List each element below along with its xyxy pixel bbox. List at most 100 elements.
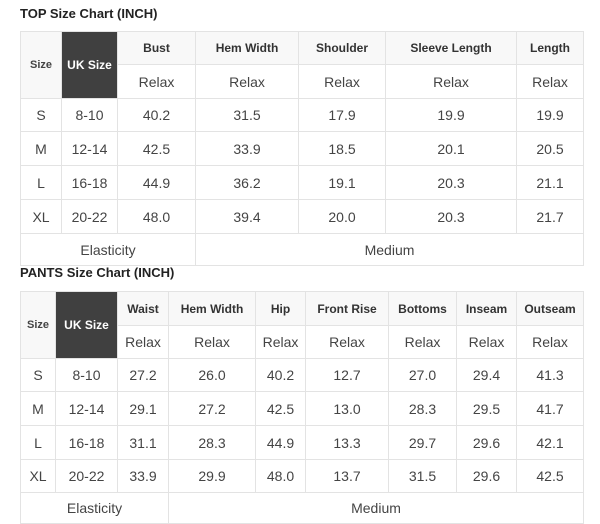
value-cell: 29.7	[388, 425, 457, 460]
table-row: S 8-10 27.2 26.0 40.2 12.7 27.0 29.4 41.3	[20, 358, 584, 392]
value-cell: 28.3	[168, 425, 256, 460]
value-cell: 44.9	[255, 425, 306, 460]
top-size-table: Size UK Size Bust Hem Width Shoulder Sleeve L…	[20, 31, 584, 266]
column-header: Front Rise	[305, 291, 389, 326]
fit-cell: Relax	[117, 64, 196, 99]
value-cell: 18.5	[298, 131, 386, 166]
uk-size-cell: 8-10	[61, 98, 118, 132]
table-row: XL 20-22 33.9 29.9 48.0 13.7 31.5 29.6 42.5	[20, 459, 584, 493]
fit-cell: Relax	[298, 64, 386, 99]
uk-size-cell: 12-14	[55, 391, 118, 426]
uk-size-cell: 20-22	[61, 199, 118, 234]
value-cell: 13.0	[305, 391, 389, 426]
column-header: Hip	[255, 291, 306, 326]
column-header: Hem Width	[168, 291, 256, 326]
value-cell: 19.9	[385, 98, 517, 132]
table-row: S 8-10 40.2 31.5 17.9 19.9 19.9	[20, 98, 584, 132]
fit-row: Relax Relax Relax Relax Relax	[21, 64, 584, 99]
value-cell: 42.1	[516, 425, 584, 460]
value-cell: 27.0	[388, 358, 457, 392]
value-cell: 41.7	[516, 391, 584, 426]
fit-row: Relax Relax Relax Relax Relax Relax Relax	[21, 325, 584, 359]
uk-size-cell: 12-14	[61, 131, 118, 166]
value-cell: 31.5	[195, 98, 299, 132]
size-cell: XL	[20, 459, 56, 493]
value-cell: 20.1	[385, 131, 517, 166]
value-cell: 19.9	[516, 98, 584, 132]
uk-size-cell: 16-18	[55, 425, 118, 460]
size-cell: M	[20, 131, 62, 166]
value-cell: 42.5	[255, 391, 306, 426]
fit-cell: Relax	[168, 325, 256, 359]
elasticity-row: Elasticity Medium	[20, 492, 584, 524]
uk-size-cell: 20-22	[55, 459, 118, 493]
value-cell: 29.1	[117, 391, 169, 426]
size-cell: S	[20, 98, 62, 132]
value-cell: 40.2	[117, 98, 196, 132]
column-header: Shoulder	[298, 31, 386, 65]
uk-size-header: UK Size	[61, 31, 118, 99]
column-header: Sleeve Length	[385, 31, 517, 65]
size-cell: XL	[20, 199, 62, 234]
column-header: Length	[516, 31, 584, 65]
value-cell: 44.9	[117, 165, 196, 200]
value-cell: 20.3	[385, 165, 517, 200]
value-cell: 21.7	[516, 199, 584, 234]
value-cell: 20.3	[385, 199, 517, 234]
value-cell: 33.9	[117, 459, 169, 493]
value-cell: 41.3	[516, 358, 584, 392]
value-cell: 29.9	[168, 459, 256, 493]
value-cell: 36.2	[195, 165, 299, 200]
value-cell: 42.5	[516, 459, 584, 493]
value-cell: 39.4	[195, 199, 299, 234]
value-cell: 19.1	[298, 165, 386, 200]
elasticity-label: Elasticity	[20, 492, 169, 524]
column-header: Bottoms	[388, 291, 457, 326]
table-row: M 12-14 29.1 27.2 42.5 13.0 28.3 29.5 41.7	[20, 391, 584, 426]
value-cell: 33.9	[195, 131, 299, 166]
header-row: Size UK Size Bust Hem Width Shoulder Sleeve L…	[20, 31, 584, 99]
value-cell: 31.5	[388, 459, 457, 493]
fit-cell: Relax	[388, 325, 457, 359]
column-header: Bust	[117, 31, 196, 65]
pants-size-chart-title: PANTS Size Chart (INCH)	[20, 265, 175, 280]
size-cell: M	[20, 391, 56, 426]
value-cell: 27.2	[117, 358, 169, 392]
fit-cell: Relax	[117, 325, 169, 359]
value-cell: 13.7	[305, 459, 389, 493]
header-row: Size UK Size Waist Hem Width Hip Front Rise Bo…	[20, 291, 584, 359]
value-cell: 21.1	[516, 165, 584, 200]
size-cell: L	[20, 425, 56, 460]
size-header: Size	[20, 291, 56, 359]
value-cell: 20.5	[516, 131, 584, 166]
value-cell: 31.1	[117, 425, 169, 460]
fit-cell: Relax	[255, 325, 306, 359]
top-size-chart-title: TOP Size Chart (INCH)	[20, 6, 158, 21]
size-cell: L	[20, 165, 62, 200]
value-cell: 40.2	[255, 358, 306, 392]
elasticity-label: Elasticity	[20, 233, 196, 266]
value-cell: 26.0	[168, 358, 256, 392]
uk-size-cell: 8-10	[55, 358, 118, 392]
value-cell: 27.2	[168, 391, 256, 426]
elasticity-value: Medium	[168, 492, 584, 524]
elasticity-row: Elasticity Medium	[20, 233, 584, 266]
table-row: XL 20-22 48.0 39.4 20.0 20.3 21.7	[20, 199, 584, 234]
size-cell: S	[20, 358, 56, 392]
table-row: L 16-18 44.9 36.2 19.1 20.3 21.1	[20, 165, 584, 200]
value-cell: 42.5	[117, 131, 196, 166]
value-cell: 20.0	[298, 199, 386, 234]
table-row: L 16-18 31.1 28.3 44.9 13.3 29.7 29.6 42.1	[20, 425, 584, 460]
fit-cell: Relax	[456, 325, 517, 359]
value-cell: 12.7	[305, 358, 389, 392]
fit-cell: Relax	[516, 64, 584, 99]
fit-cell: Relax	[385, 64, 517, 99]
value-cell: 13.3	[305, 425, 389, 460]
column-header: Outseam	[516, 291, 584, 326]
uk-size-header: UK Size	[55, 291, 118, 359]
column-header: Waist	[117, 291, 169, 326]
value-cell: 29.4	[456, 358, 517, 392]
table-row: M 12-14 42.5 33.9 18.5 20.1 20.5	[20, 131, 584, 166]
value-cell: 29.6	[456, 425, 517, 460]
column-header: Hem Width	[195, 31, 299, 65]
